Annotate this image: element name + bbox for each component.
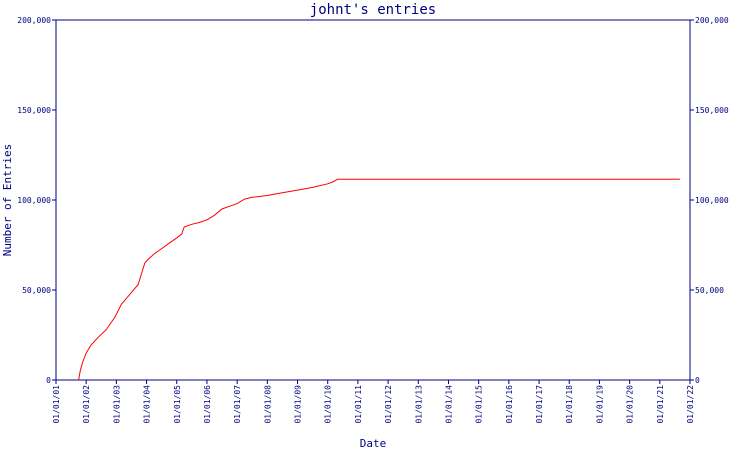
x-tick-label: 01/01/09 bbox=[294, 385, 303, 424]
y-tick-label-right: 50,000 bbox=[695, 286, 724, 295]
y-tick-label-left: 0 bbox=[46, 376, 51, 385]
x-tick-label: 01/01/06 bbox=[203, 385, 212, 424]
series-line bbox=[78, 178, 680, 381]
x-tick-label: 01/01/15 bbox=[475, 385, 484, 424]
y-tick-label-right: 100,000 bbox=[695, 196, 729, 205]
x-tick-label: 01/01/17 bbox=[535, 385, 544, 424]
x-tick-label: 01/01/04 bbox=[143, 385, 152, 424]
x-axis-label: Date bbox=[360, 437, 387, 450]
x-tick-label: 01/01/14 bbox=[444, 385, 453, 424]
y-axis-label: Number of Entries bbox=[1, 144, 14, 257]
y-tick-label-left: 150,000 bbox=[17, 106, 51, 115]
chart-title: johnt's entries bbox=[310, 2, 436, 18]
x-tick-label: 01/01/16 bbox=[505, 385, 514, 424]
x-tick-label: 01/01/07 bbox=[233, 385, 242, 424]
x-tick-label: 01/01/18 bbox=[565, 385, 574, 424]
y-tick-label-right: 150,000 bbox=[695, 106, 729, 115]
x-tick-label: 01/01/11 bbox=[354, 385, 363, 424]
x-tick-label: 01/01/21 bbox=[656, 385, 665, 424]
x-tick-label: 01/01/20 bbox=[626, 385, 635, 424]
x-tick-label: 01/01/12 bbox=[384, 385, 393, 424]
x-tick-label: 01/01/02 bbox=[82, 385, 91, 424]
y-tick-label-left: 100,000 bbox=[17, 196, 51, 205]
x-tick-label: 01/01/22 bbox=[686, 385, 695, 424]
x-tick-label: 01/01/19 bbox=[595, 385, 604, 424]
y-tick-label-right: 0 bbox=[695, 376, 700, 385]
x-tick-label: 01/01/05 bbox=[173, 385, 182, 424]
x-tick-label: 01/01/08 bbox=[263, 385, 272, 424]
y-tick-label-right: 200,000 bbox=[695, 16, 729, 25]
x-tick-label: 01/01/01 bbox=[52, 385, 61, 424]
plot-area bbox=[55, 19, 691, 381]
x-tick-label: 01/01/13 bbox=[414, 385, 423, 424]
y-tick-label-left: 200,000 bbox=[17, 16, 51, 25]
y-tick-label-left: 50,000 bbox=[22, 286, 51, 295]
x-tick-label: 01/01/03 bbox=[112, 385, 121, 424]
x-tick-label: 01/01/10 bbox=[324, 385, 333, 424]
